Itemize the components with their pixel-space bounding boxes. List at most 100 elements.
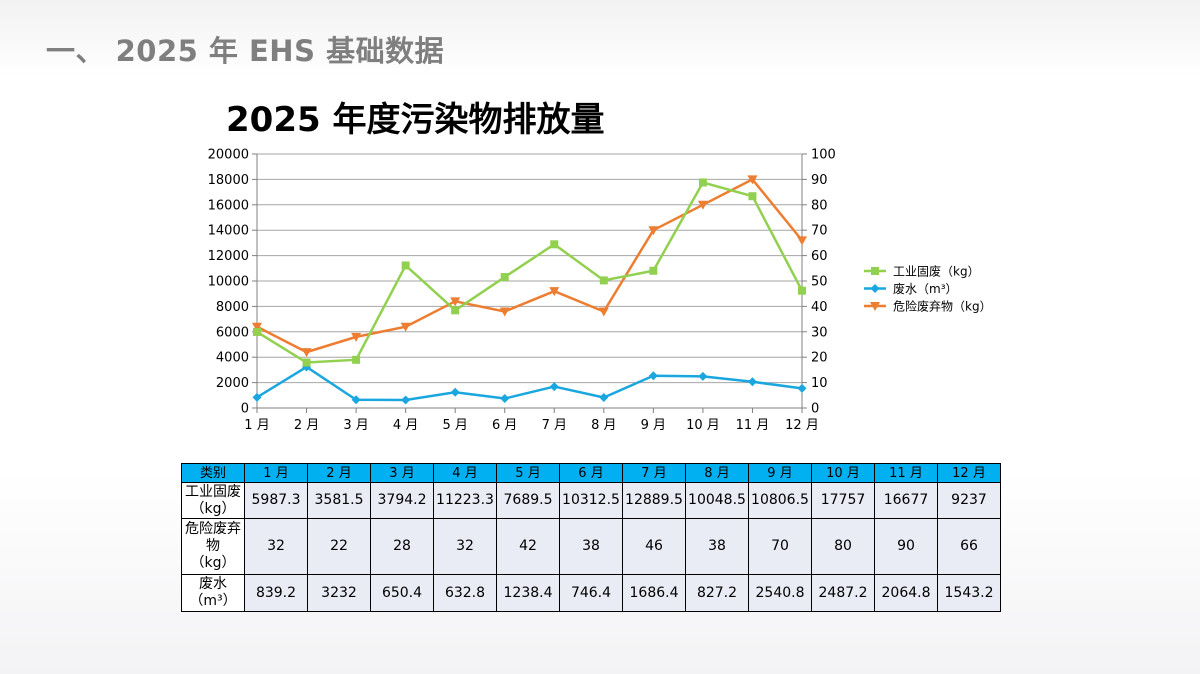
chart-title: 2025 年度污染物排放量 bbox=[226, 100, 605, 140]
table-cell: 2487.2 bbox=[811, 574, 875, 612]
x-tick-label: 11 月 bbox=[736, 418, 770, 433]
y-right-tick-label: 100 bbox=[811, 148, 836, 163]
x-tick-label: 1 月 bbox=[244, 418, 269, 433]
table-header-month: 11 月 bbox=[874, 463, 938, 483]
y-left-tick-label: 0 bbox=[241, 402, 249, 417]
table-row: 工业固废 （kg） 5987.3 3581.5 3794.2 11223.3 7689.5 1… bbox=[181, 482, 1001, 519]
data-point bbox=[648, 371, 658, 381]
y-right-tick-label: 10 bbox=[811, 376, 828, 391]
table-header-month: 3 月 bbox=[370, 463, 434, 483]
table-cell: 2540.8 bbox=[748, 574, 812, 612]
y-left-tick-label: 18000 bbox=[208, 173, 249, 188]
data-point bbox=[451, 306, 460, 315]
table-body: 工业固废 （kg） 5987.3 3581.5 3794.2 11223.3 7689.5 1… bbox=[181, 482, 1001, 612]
table-cell: 839.2 bbox=[244, 574, 308, 612]
table-cell: 5987.3 bbox=[244, 482, 308, 519]
table-cell: 38 bbox=[685, 518, 749, 575]
x-tick-label: 12 月 bbox=[785, 418, 819, 433]
y-right-tick-label: 90 bbox=[811, 173, 828, 188]
table-header-month: 7 月 bbox=[622, 463, 686, 483]
data-point bbox=[747, 175, 758, 185]
table-cell: 632.8 bbox=[433, 574, 497, 612]
table-cell: 28 bbox=[370, 518, 434, 575]
data-point bbox=[797, 383, 807, 393]
y-right-tick-label: 0 bbox=[811, 402, 819, 417]
table-cell: 46 bbox=[622, 518, 686, 575]
y-right-tick-label: 70 bbox=[811, 224, 828, 239]
table-cell: 90 bbox=[874, 518, 938, 575]
table-cell: 9237 bbox=[937, 482, 1001, 519]
table-cell: 22 bbox=[307, 518, 371, 575]
table-cell: 3232 bbox=[307, 574, 371, 612]
data-point bbox=[549, 287, 560, 297]
data-point bbox=[351, 332, 362, 342]
y-left-tick-label: 6000 bbox=[216, 325, 249, 340]
table-cell: 1686.4 bbox=[622, 574, 686, 612]
table-cell: 650.4 bbox=[370, 574, 434, 612]
table-header-month: 5 月 bbox=[496, 463, 560, 483]
y-left-tick-label: 16000 bbox=[208, 198, 249, 213]
table-cell: 16677 bbox=[874, 482, 938, 519]
data-point bbox=[252, 392, 262, 402]
table-row-label: 废水 （m³） bbox=[181, 574, 245, 612]
y-left-tick-label: 2000 bbox=[216, 376, 249, 391]
series-line bbox=[256, 178, 803, 354]
y-right-tick-label: 20 bbox=[811, 351, 828, 366]
data-point bbox=[302, 358, 311, 367]
data-point bbox=[598, 307, 609, 317]
y-left-tick-label: 10000 bbox=[208, 275, 249, 290]
table-cell: 10048.5 bbox=[685, 482, 749, 519]
data-point bbox=[252, 322, 262, 332]
table-header-month: 2 月 bbox=[307, 463, 371, 483]
data-point bbox=[450, 297, 461, 307]
table-cell: 32 bbox=[433, 518, 497, 575]
table-cell: 1543.2 bbox=[937, 574, 1001, 612]
data-point bbox=[748, 192, 757, 201]
data-point bbox=[599, 392, 609, 402]
x-tick-label: 10 月 bbox=[686, 418, 720, 433]
y-right-tick-label: 80 bbox=[811, 198, 828, 213]
x-tick-label: 4 月 bbox=[393, 418, 418, 433]
data-point bbox=[352, 355, 361, 364]
data-point bbox=[351, 395, 361, 405]
y-left-tick-label: 8000 bbox=[216, 300, 249, 315]
table-header-month: 6 月 bbox=[559, 463, 623, 483]
data-point bbox=[599, 276, 608, 285]
data-point bbox=[400, 322, 411, 332]
table-cell: 11223.3 bbox=[433, 482, 497, 519]
y-left-tick-label: 20000 bbox=[208, 148, 249, 163]
table-cell: 2064.8 bbox=[874, 574, 938, 612]
data-point bbox=[549, 382, 559, 392]
legend-marker bbox=[871, 267, 879, 275]
table-cell: 42 bbox=[496, 518, 560, 575]
table-row: 危险废弃物（kg） 32 22 28 32 42 38 46 38 70 80 90 66 bbox=[181, 518, 1001, 575]
data-point bbox=[648, 226, 659, 236]
x-tick-label: 7 月 bbox=[542, 418, 567, 433]
table-header-month: 1 月 bbox=[244, 463, 308, 483]
data-point bbox=[500, 273, 509, 282]
x-tick-label: 2 月 bbox=[294, 418, 319, 433]
data-point bbox=[401, 395, 411, 405]
table-cell: 12889.5 bbox=[622, 482, 686, 519]
data-point bbox=[301, 348, 312, 358]
line-chart: 0 2000 4000 6000 8000 10000 12000 14000 16000 180… bbox=[208, 148, 992, 434]
data-point bbox=[253, 327, 261, 336]
table-header-month: 10 月 bbox=[811, 463, 875, 483]
table-cell: 827.2 bbox=[685, 574, 749, 612]
y-left-tick-label: 4000 bbox=[216, 351, 249, 366]
table-cell: 3794.2 bbox=[370, 482, 434, 519]
legend-entry: 危险废弃物（kg） bbox=[893, 299, 992, 314]
table-cell: 17757 bbox=[811, 482, 875, 519]
x-tick-label: 5 月 bbox=[442, 418, 467, 433]
y-right-tick-label: 30 bbox=[811, 325, 828, 340]
table-cell: 1238.4 bbox=[496, 574, 560, 612]
legend-marker bbox=[870, 302, 880, 311]
table-header-month: 8 月 bbox=[685, 463, 749, 483]
data-point bbox=[500, 394, 510, 404]
table-cell: 80 bbox=[811, 518, 875, 575]
table-header-month: 9 月 bbox=[748, 463, 812, 483]
table-cell: 10312.5 bbox=[559, 482, 623, 519]
table-header-month: 12 月 bbox=[937, 463, 1001, 483]
table-cell: 38 bbox=[559, 518, 623, 575]
